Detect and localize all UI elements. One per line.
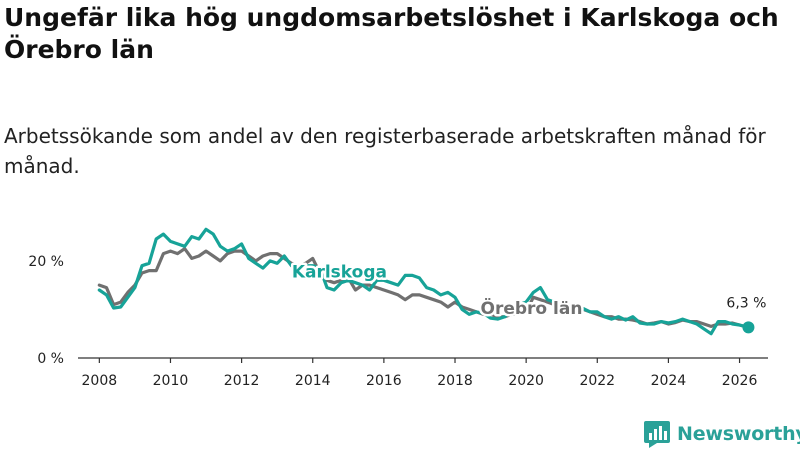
x-tick-label: 2010 [153, 373, 189, 389]
chart-title: Ungefär lika hög ungdomsarbetslöshet i K… [4, 3, 779, 64]
y-tick-label: 0 % [37, 351, 64, 367]
y-tick-label: 20 % [28, 254, 64, 270]
x-tick-label: 2022 [579, 373, 615, 389]
series-line-orebro-lan [97, 247, 750, 329]
end-value-label: 6,3 % [726, 295, 766, 311]
x-tick-label: 2018 [437, 373, 473, 389]
x-tick-label: 2008 [82, 373, 118, 389]
x-tick-label: 2016 [366, 373, 402, 389]
series-annotation-label: Örebro län [481, 297, 583, 319]
brand-name: Newsworthy [677, 423, 800, 445]
series-layer [97, 227, 750, 336]
x-axis-ticks: 2008 2010 2012 2014 2016 2018 2020 2022 2024 2026 [82, 358, 758, 389]
newsworthy-brand: Newsworthy [644, 419, 800, 449]
y-axis-ticks: 0 % 20 % [28, 254, 64, 367]
end-point-marker [742, 321, 755, 334]
chart-subtitle: Arbetssökande som andel av den registerb… [4, 124, 766, 178]
end-marker-layer: 6,3 % [726, 295, 766, 334]
x-tick-label: 2014 [295, 373, 331, 389]
series-line-karlskoga [97, 227, 750, 336]
x-tick-label: 2026 [722, 373, 758, 389]
line-chart: 0 % 20 % 2008 2010 2012 2014 2016 2018 2020 2022… [28, 227, 768, 389]
x-tick-label: 2012 [224, 373, 260, 389]
x-tick-label: 2020 [508, 373, 544, 389]
annotation-layer: Karlskoga Örebro län [289, 260, 585, 321]
x-tick-label: 2024 [651, 373, 687, 389]
newsworthy-logo-icon [644, 420, 670, 448]
series-annotation-label: Karlskoga [292, 263, 387, 283]
